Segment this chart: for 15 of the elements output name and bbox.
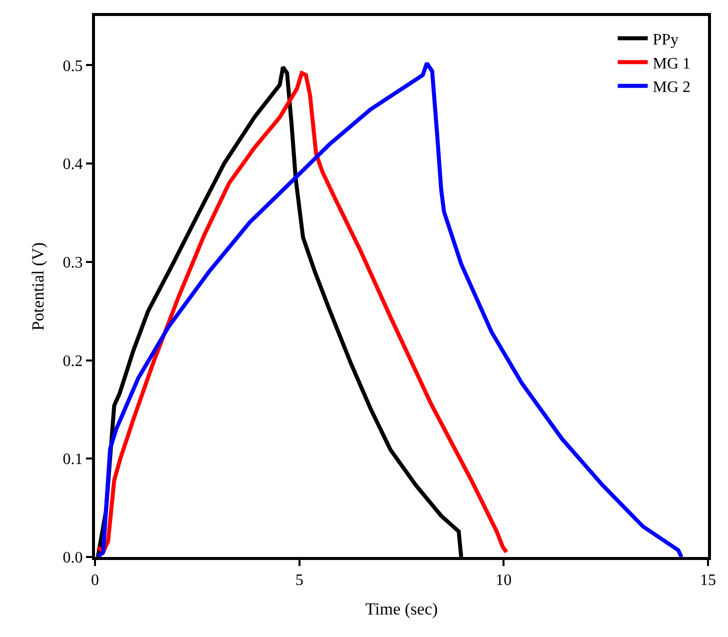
x-tick-label: 5 <box>295 572 304 590</box>
y-tick-label: 0.5 <box>62 58 83 75</box>
x-axis-title: Time (sec) <box>365 600 438 619</box>
y-axis-title: Potential (V) <box>28 242 48 331</box>
y-tick-label: 0.0 <box>62 550 83 567</box>
y-tick-label: 0.3 <box>62 254 83 272</box>
legend-label: PPy <box>652 32 679 49</box>
x-tick-label: 15 <box>700 572 716 590</box>
y-tick-label: 0.2 <box>62 352 83 370</box>
y-tick-label: 0.4 <box>62 156 83 174</box>
x-tick-label: 10 <box>496 572 512 590</box>
legend-label: MG 2 <box>652 79 691 96</box>
x-tick-label: 0 <box>91 572 99 590</box>
y-tick-label: 0.1 <box>62 451 83 468</box>
legend-label: MG 1 <box>652 55 691 72</box>
